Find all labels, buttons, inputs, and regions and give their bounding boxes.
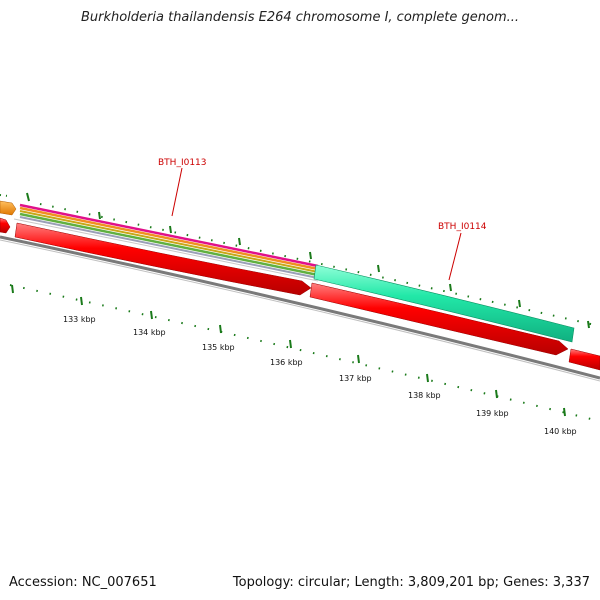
backbone-shadow [0,239,600,382]
orange-feature[interactable] [0,200,17,216]
kbp-label: 136 kbp [270,358,303,367]
genome-summary-text: Topology: circular; Length: 3,809,201 bp… [232,575,590,590]
kbp-label: 140 kbp [544,427,577,436]
cds-arrow-left[interactable] [0,217,11,234]
inner-tick-row [9,284,596,421]
kbp-label: 139 kbp [476,409,509,418]
leader-line-bth-i0114 [448,232,462,281]
kbp-label: 138 kbp [408,391,441,400]
backbone-circle [0,235,600,380]
kbp-label: 135 kbp [202,343,235,352]
leader-line-bth-i0113 [171,167,183,217]
gene-label-bth-i0114[interactable]: BTH_I0114 [438,222,487,232]
feature-bth-i0113[interactable] [19,203,319,279]
feature-bth-i0114[interactable] [313,264,575,343]
kbp-label: 133 kbp [63,315,96,324]
backbone-upper [13,218,319,282]
cds-arrow-3[interactable] [568,348,600,371]
accession-text: Accession: NC_007651 [9,575,157,590]
cds-arrow-2[interactable] [309,282,569,356]
kbp-label: 137 kbp [339,374,372,383]
cds-arrow-1[interactable] [14,222,312,296]
outer-tick-row [0,192,596,329]
map-title: Burkholderia thailandensis E264 chromoso… [80,10,520,25]
kbp-label: 134 kbp [133,328,166,337]
gene-label-bth-i0113[interactable]: BTH_I0113 [158,158,207,168]
